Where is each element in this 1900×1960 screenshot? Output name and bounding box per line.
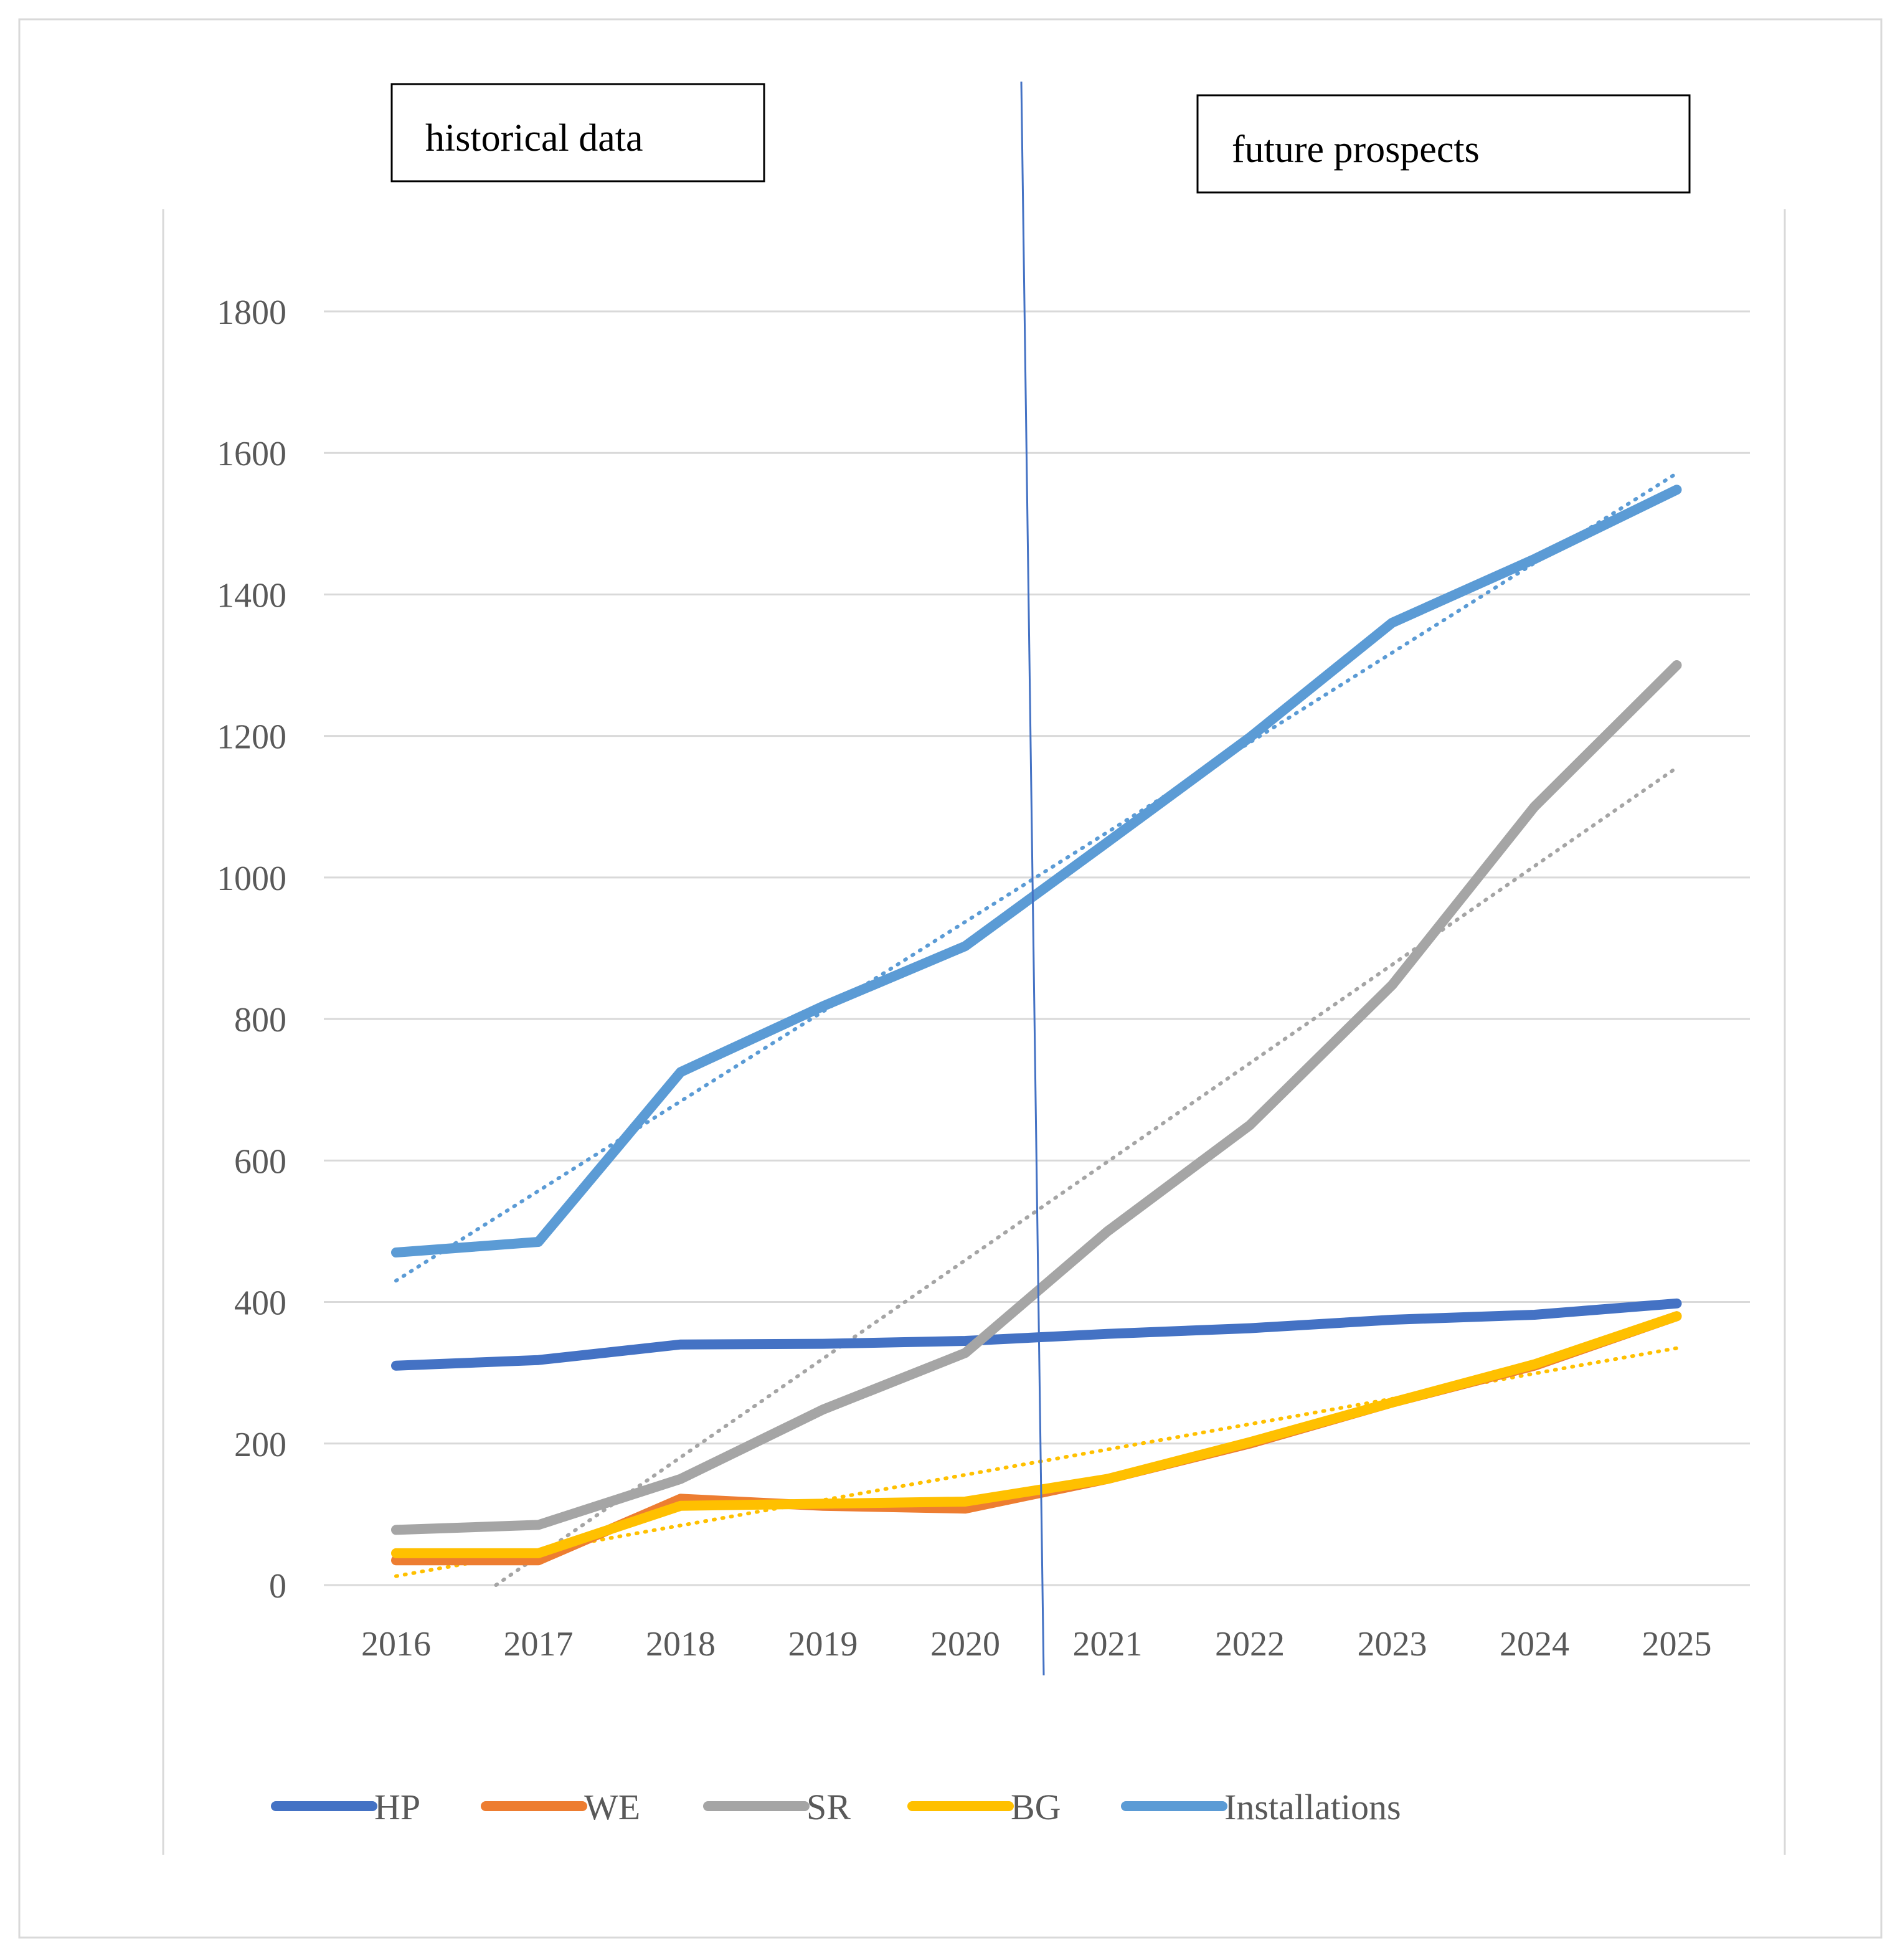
y-tick-label: 1600	[217, 435, 286, 473]
x-tick-label: 2019	[788, 1625, 858, 1664]
gridlines	[324, 310, 1750, 1586]
x-tick-label: 2023	[1358, 1625, 1427, 1664]
y-tick-label: 1000	[217, 859, 286, 898]
series-line-bg	[391, 1311, 1682, 1558]
y-tick-label: 200	[234, 1426, 286, 1464]
future-prospects-box: future prospects	[1196, 94, 1691, 194]
y-tick-label: 800	[234, 1001, 286, 1039]
x-tick-label: 2018	[646, 1625, 716, 1664]
series-line-hp	[391, 1298, 1682, 1371]
x-tick-label: 2020	[930, 1625, 1000, 1664]
trendline-sr	[494, 765, 1679, 1587]
x-tick-label: 2021	[1073, 1625, 1143, 1664]
y-tick-label: 600	[234, 1142, 286, 1181]
series-lines	[391, 485, 1682, 1566]
series-line-installations	[391, 485, 1682, 1258]
legend: HP WE SR BG Installations	[271, 1787, 1401, 1827]
legend-label-sr: SR	[806, 1787, 851, 1827]
trendline-installations	[394, 471, 1679, 1283]
x-tick-label: 2024	[1500, 1625, 1569, 1664]
historical-future-divider	[1020, 81, 1045, 1676]
y-axis-tick-labels: 0 200 400 600 800 1000 1200 1400 1600 1800	[217, 293, 286, 1606]
x-tick-label: 2022	[1215, 1625, 1285, 1664]
y-tick-label: 1800	[217, 293, 286, 332]
legend-label-hp: HP	[374, 1787, 420, 1827]
future-prospects-box-frame	[1196, 94, 1691, 194]
y-tick-label: 400	[234, 1284, 286, 1323]
legend-label-bg: BG	[1011, 1787, 1061, 1827]
historical-data-box: historical data	[390, 83, 765, 182]
x-tick-label: 2017	[504, 1625, 574, 1664]
y-tick-label: 1400	[217, 576, 286, 615]
future-prospects-label: future prospects	[1232, 128, 1480, 171]
x-axis-tick-labels: 2016 2017 2018 2019 2020 2021 2022 2023 2024 2025	[361, 1625, 1712, 1664]
series-line-sr	[391, 660, 1682, 1535]
y-tick-label: 0	[269, 1567, 286, 1606]
y-tick-label: 1200	[217, 718, 286, 757]
historical-data-label: historical data	[425, 117, 643, 159]
legend-label-we: WE	[584, 1787, 640, 1827]
historical-data-box-frame	[390, 83, 765, 182]
legend-label-installations: Installations	[1224, 1787, 1401, 1827]
x-tick-label: 2016	[361, 1625, 431, 1664]
x-tick-label: 2025	[1642, 1625, 1712, 1664]
outer-frame	[18, 18, 1883, 1939]
